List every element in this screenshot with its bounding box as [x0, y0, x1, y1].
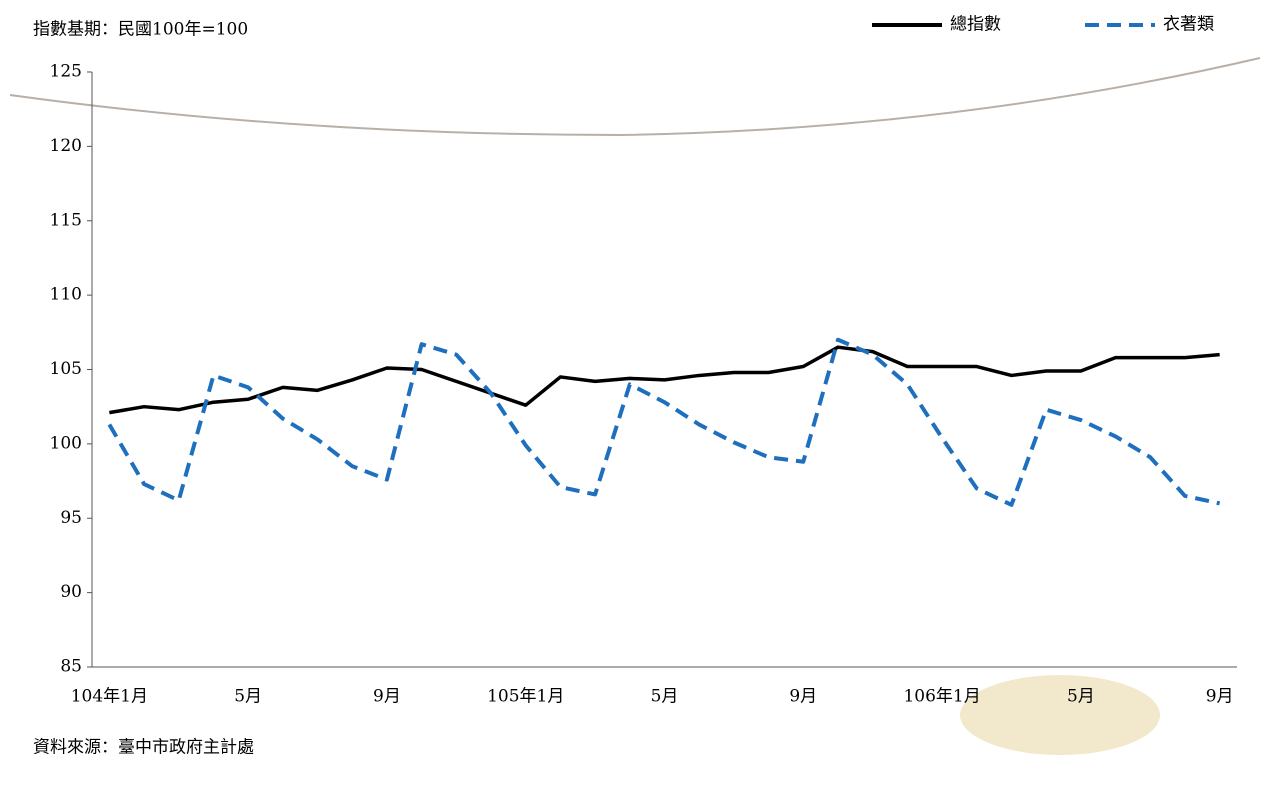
- y-tick-label: 100: [50, 433, 82, 453]
- y-tick-label: 125: [50, 62, 82, 82]
- y-tick-label: 105: [50, 359, 82, 379]
- x-tick-label: 5月: [1067, 687, 1095, 707]
- subtitle: 指數基期：民國100年=100: [33, 20, 248, 40]
- y-tick-label: 90: [60, 582, 82, 602]
- y-tick-label: 85: [60, 657, 82, 677]
- y-tick-label: 120: [50, 136, 82, 156]
- clothesline-decoration: [9, 57, 1261, 137]
- x-tick-label: 9月: [373, 687, 401, 707]
- source-note: 資料來源：臺中市政府主計處: [33, 738, 254, 758]
- x-tick-label: 106年1月: [903, 687, 980, 707]
- basket-decoration: [960, 675, 1160, 755]
- y-tick-label: 115: [50, 210, 82, 230]
- y-tick-label: 95: [60, 508, 82, 528]
- x-tick-label: 9月: [1206, 687, 1234, 707]
- series-line: [109, 345, 1220, 415]
- x-tick-label: 104年1月: [71, 687, 148, 707]
- y-tick-label: 110: [50, 285, 82, 305]
- series-line: [107, 337, 1221, 507]
- x-tick-label: 5月: [234, 687, 262, 707]
- x-tick-label: 9月: [789, 687, 817, 707]
- legend-label: 總指數: [950, 15, 1001, 35]
- legend-label: 衣著類: [1163, 15, 1214, 35]
- x-tick-label: 5月: [651, 687, 679, 707]
- x-tick-label: 105年1月: [487, 687, 564, 707]
